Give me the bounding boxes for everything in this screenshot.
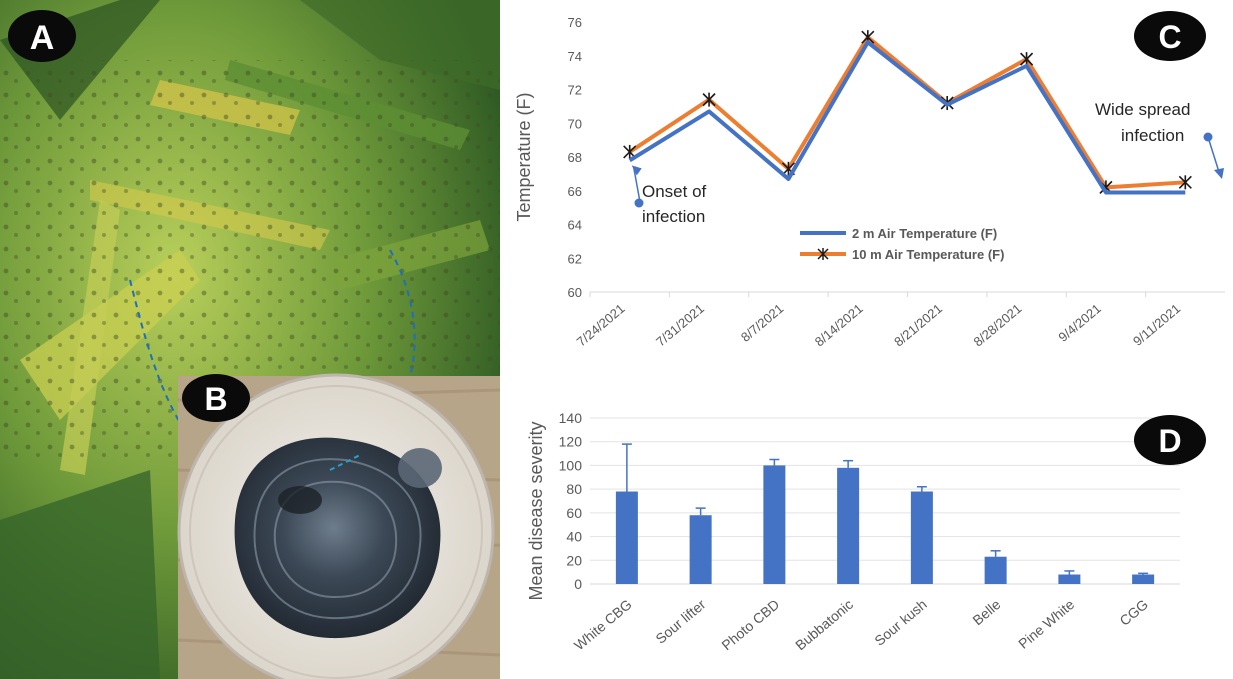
x-tick-label: 9/11/2021 <box>1130 301 1183 349</box>
bar <box>689 515 712 584</box>
svg-text:C: C <box>1158 19 1181 55</box>
x-tick-label: Sour lifter <box>652 596 708 647</box>
plant-photo <box>0 0 500 679</box>
x-tick-label: 8/21/2021 <box>891 301 945 350</box>
legend-marker <box>817 248 829 260</box>
svg-text:D: D <box>1158 423 1181 459</box>
y-tick-label: 66 <box>568 184 582 199</box>
series-marker <box>1178 175 1192 190</box>
x-tick-label: 7/31/2021 <box>653 301 707 350</box>
y-tick-label: 140 <box>559 410 583 426</box>
annotation-dot <box>634 198 644 208</box>
y-tick-label: 40 <box>566 529 582 545</box>
annotation-spread-line1: Wide spread <box>1095 100 1190 119</box>
y-tick-label: 72 <box>568 83 582 98</box>
x-tick-label: 7/24/2021 <box>574 301 628 350</box>
panel-badge-a: A <box>8 10 76 62</box>
y-tick-label: 64 <box>568 218 582 233</box>
y-tick-label: 76 <box>568 15 582 30</box>
bar <box>984 556 1007 584</box>
y-tick-label: 120 <box>559 434 583 450</box>
y-tick-label: 0 <box>574 576 582 592</box>
panel-badge-c: C <box>1134 11 1206 61</box>
y-tick-label: 70 <box>568 116 582 131</box>
svg-text:A: A <box>30 19 55 57</box>
y-axis-title: Mean disease severity <box>526 421 546 600</box>
series-marker <box>702 92 716 107</box>
legend-label: 10 m Air Temperature (F) <box>852 247 1004 262</box>
y-tick-label: 62 <box>568 251 582 266</box>
bar <box>763 465 786 584</box>
series-line <box>628 35 1186 190</box>
photo-panels: A B <box>0 0 500 679</box>
bar <box>1132 574 1155 584</box>
x-tick-label: 8/14/2021 <box>812 301 866 350</box>
panel-badge-d: D <box>1134 415 1206 465</box>
bar <box>910 491 933 584</box>
bar-chart-disease-severity: 0 20 40 60 80 100 120 140 Mean disease severity W… <box>526 410 1180 653</box>
x-tick-label: 8/28/2021 <box>971 301 1025 350</box>
x-tick-label: Pine White <box>1015 596 1077 652</box>
x-tick-label: CGG <box>1116 596 1151 629</box>
bar <box>1058 574 1081 584</box>
y-tick-label: 74 <box>568 49 582 64</box>
x-tick-label: Photo CBD <box>718 596 782 653</box>
x-tick-label: 8/7/2021 <box>738 301 786 345</box>
series-line <box>628 40 1186 195</box>
y-axis-title: Temperature (F) <box>514 92 534 221</box>
x-tick-label: Belle <box>969 596 1003 628</box>
x-tick-label: White CBG <box>571 596 635 653</box>
annotation-arrowhead <box>1214 168 1224 179</box>
line-chart-temperature: 60 62 64 66 68 70 72 74 76 7/24/2021 7/31/2021 8/7/… <box>514 15 1225 349</box>
bar <box>837 467 860 584</box>
x-tick-label: Bubbatonic <box>792 596 856 653</box>
annotation-arrowhead <box>631 165 642 176</box>
annotation-arrow <box>632 167 641 203</box>
annotation-onset-line1: Onset of <box>642 182 707 201</box>
annotation-arrow <box>1207 136 1220 173</box>
annotation-spread-line2: infection <box>1121 126 1184 145</box>
y-tick-label: 20 <box>566 552 582 568</box>
y-tick-label: 60 <box>566 505 582 521</box>
svg-text:B: B <box>204 381 227 417</box>
petri-dish-photo <box>177 373 500 679</box>
x-tick-label: 9/4/2021 <box>1055 301 1103 345</box>
y-tick-label: 80 <box>566 481 582 497</box>
y-tick-label: 68 <box>568 150 582 165</box>
x-tick-label: Sour kush <box>871 596 930 649</box>
annotation-onset-line2: infection <box>642 207 705 226</box>
y-tick-label: 60 <box>568 285 582 300</box>
y-tick-label: 100 <box>559 457 583 473</box>
series-marker <box>1019 52 1034 67</box>
panel-badge-b: B <box>182 374 250 422</box>
bar <box>615 491 638 584</box>
legend-label: 2 m Air Temperature (F) <box>852 226 997 241</box>
